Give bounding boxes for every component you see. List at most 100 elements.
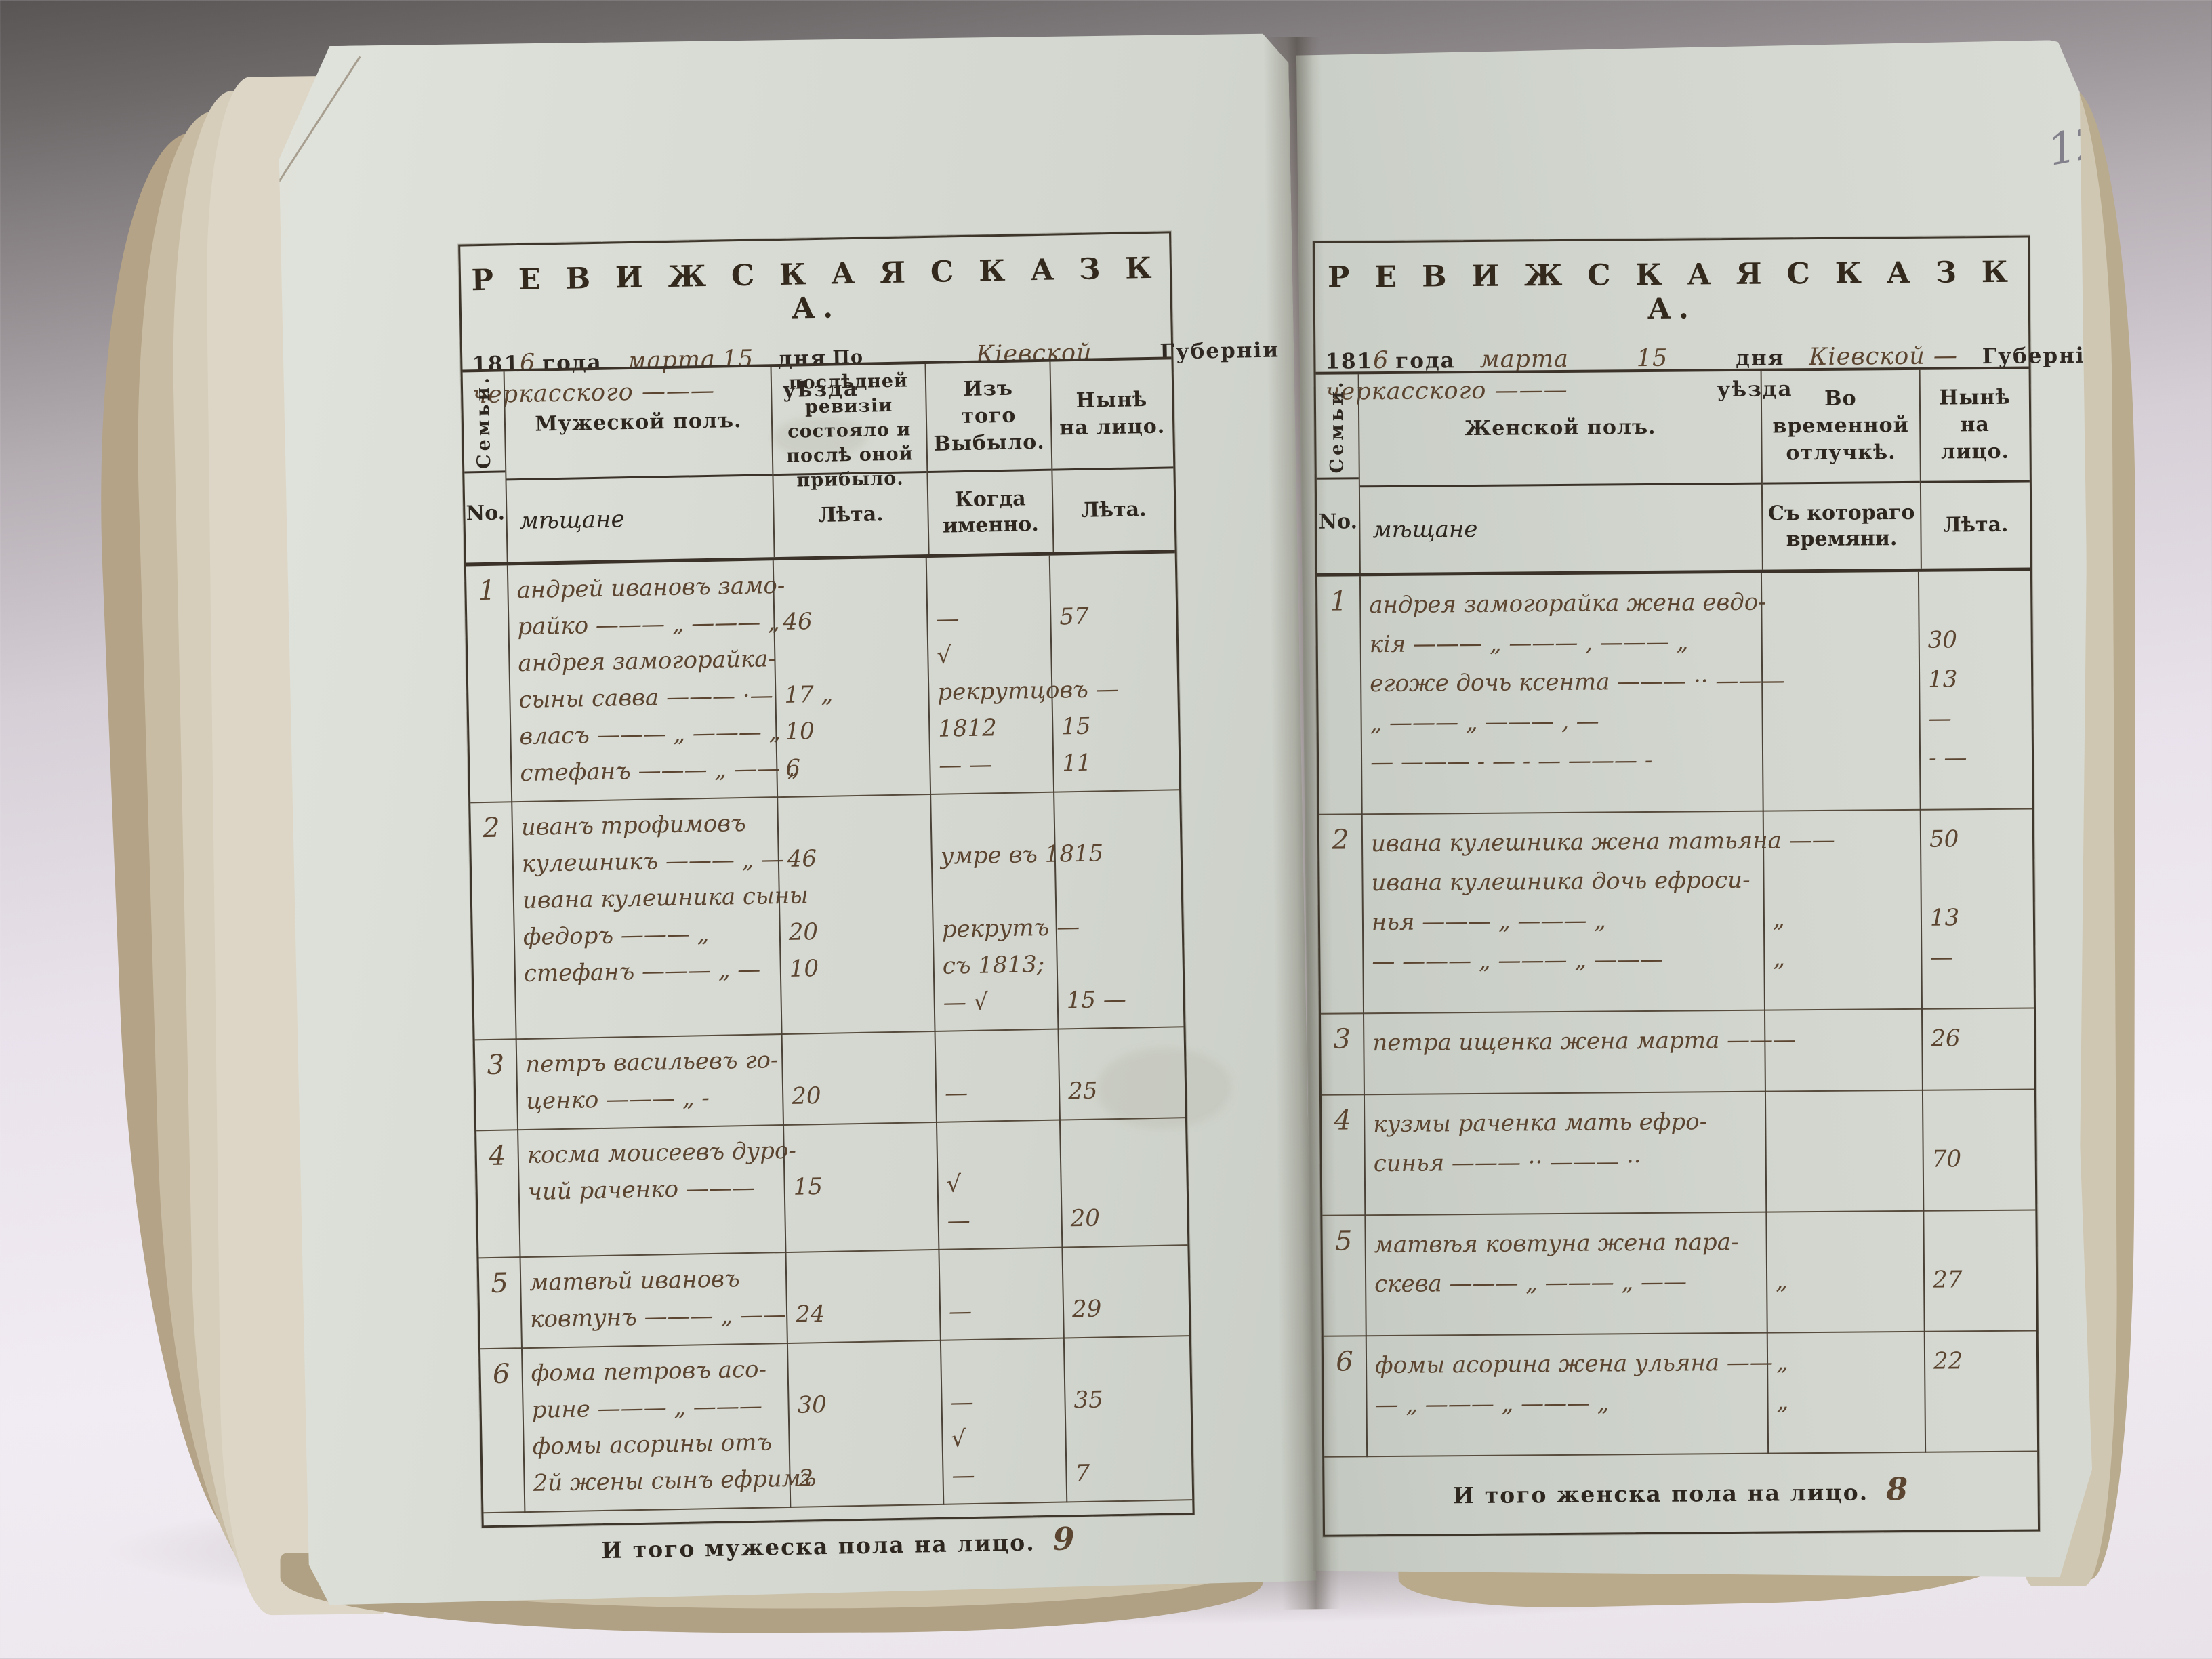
table-row: 1 андрея замогорайка жена евдо-кія ——— „ …	[1317, 571, 2032, 815]
entry-name: матвѣя ковтуна жена пара-	[1374, 1228, 1739, 1259]
entry-name: федоръ ——— „	[523, 920, 710, 951]
entry-name: стефанъ ——— „ —— „	[520, 754, 800, 787]
entry-value: 57	[1059, 602, 1089, 631]
entry-value: 30	[1927, 626, 1958, 654]
left-form-frame: Р Е В И Ж С К А Я С К А З К А. 1816 года…	[458, 231, 1195, 1528]
row-lines: фомы асорина жена ульяна —— „ 22 — „ ——— „ …	[1366, 1331, 2037, 1456]
printed-gubernii: Губернiи	[1160, 337, 1280, 365]
entry-value: —	[1928, 705, 1952, 733]
entry-line: — ——— - — - — ——— - - —	[1361, 738, 2032, 783]
table-row: 6 фомы асорина жена ульяна —— „ 22— „ ——— „…	[1324, 1331, 2037, 1457]
entry-name: рине ——— „ ———	[531, 1392, 763, 1424]
entry-value	[1932, 1221, 2034, 1261]
entry-name: ивана кулешника жена татьяна ——	[1370, 826, 1835, 858]
entry-name: скева ——— „ ——— „ ——	[1374, 1268, 1687, 1298]
row-lines: фома петровъ асо-рине ——— „ ——— 30 — 35 фомы…	[521, 1336, 1192, 1511]
printed-year: 181	[1325, 349, 1374, 374]
entry-value: √	[937, 642, 952, 670]
entry-value: 30	[797, 1391, 827, 1419]
entry-value: „	[1772, 905, 1785, 933]
entry-value	[786, 802, 940, 841]
family-number: 2	[482, 812, 501, 844]
left-table: Семьи. No. Мужеской полъ. мѣщане По посл…	[463, 356, 1193, 1568]
entry-value: 6	[785, 754, 801, 782]
entry-value	[787, 875, 941, 914]
female-col-label: Женской полъ.	[1359, 371, 1761, 488]
entry-value: 11	[1061, 749, 1092, 777]
entry-value	[1770, 581, 1927, 622]
entry-value: √	[946, 1170, 962, 1198]
right-total-label: И того женска пола на лицо.	[1452, 1479, 1869, 1509]
table-row: 5 матвѣя ковтуна жена пара-скева ——— „ ——…	[1322, 1210, 2036, 1336]
entry-value: 46	[783, 608, 813, 636]
entry-name: андрея замогорайка-	[518, 645, 777, 678]
entry-line: петра ищенка жена марта ——— 26	[1363, 1018, 2034, 1063]
entry-value	[1065, 907, 1174, 945]
entry-value	[1060, 634, 1169, 672]
table-row: 5 матвѣй ивановъ ковтунъ ——— „ —— 24 — 29	[479, 1246, 1189, 1349]
entry-value: „	[1773, 945, 1786, 972]
table-row: 2 ивана кулешника жена татьяна —— 50 ивана …	[1319, 810, 2034, 1015]
entry-name: — ——— „ ——— „ ———	[1372, 945, 1663, 976]
entry-value	[796, 1348, 950, 1387]
left-table-body: 1 андрей ивановъ замо-райко ——— „ ——— „ 46…	[466, 553, 1192, 1513]
entry-value	[948, 1254, 1072, 1293]
entry-value	[782, 565, 936, 604]
entry-value	[941, 872, 1065, 911]
entry-name: кулешникъ ——— „ —	[521, 845, 785, 878]
entry-line: — ——— „ ——— „ ——— „ —	[1362, 937, 2033, 982]
entry-value: умре въ 1815	[940, 840, 1104, 870]
column-male-sex: Мужеской полъ. мѣщане	[504, 367, 774, 562]
entry-value	[1771, 660, 1928, 701]
entry-value	[790, 985, 943, 1024]
entry-value: —	[1930, 943, 1954, 971]
hw-day: 15	[1636, 344, 1668, 373]
entry-value: „	[1776, 1388, 1789, 1416]
entry-value	[783, 638, 937, 677]
entry-value	[1063, 834, 1172, 872]
entry-value: рекрутъ —	[941, 913, 1080, 943]
family-col-label: Семьи.	[1326, 378, 1348, 474]
left-total-label: И того мужеска пола на лицо.	[600, 1529, 1036, 1564]
entry-value: 15 —	[1066, 985, 1127, 1015]
entry-value	[791, 1039, 945, 1078]
entry-value	[1074, 1416, 1183, 1455]
entry-line: егоже дочь ксента ——— ·· ——— 13	[1360, 659, 2031, 704]
entry-value	[1772, 859, 1929, 900]
column-female-sex: Женской полъ. мѣщане	[1358, 371, 1762, 573]
entry-name: фомы асорина жена ульяна ——	[1374, 1349, 1774, 1380]
entry-line: скева ——— „ ——— „ —— „ 27	[1365, 1259, 2036, 1304]
row-lines: андрей ивановъ замо-райко ——— „ ——— „ 46 —…	[507, 553, 1179, 801]
row-lines: кузмы раченка мать ефро-синья ——— ·· ———…	[1364, 1090, 2035, 1214]
entry-value	[1064, 870, 1173, 909]
row-lines: андрея замогорайка жена евдо-кія ——— „ —…	[1359, 571, 2032, 814]
left-page: Р Е В И Ж С К А Я С К А З К А. 1816 года…	[277, 28, 1317, 1605]
table-row: 3 петръ васильевъ го-ценко ——— „ - 20 — 25	[475, 1027, 1185, 1131]
entry-name: ковтунъ ——— „ ——	[529, 1301, 787, 1333]
entry-name: „ ——— „ ——— , —	[1370, 708, 1599, 737]
leta-label: Лѣта.	[1943, 512, 2009, 537]
entry-value	[944, 1036, 1068, 1075]
entry-value: —	[944, 1080, 968, 1107]
entry-name: матвѣй ивановъ	[529, 1265, 741, 1296]
entry-value	[949, 1345, 1073, 1384]
entry-value	[1063, 797, 1172, 836]
entry-name: райко ——— „ ——— „	[517, 609, 780, 641]
right-table-body: 1 андрея замогорайка жена евдо-кія ——— „ …	[1317, 571, 2037, 1458]
entry-line: синья ——— ·· ——— ·· 70	[1364, 1139, 2035, 1183]
entry-name: ивана кулешника дочь ефроси-	[1371, 866, 1750, 897]
entry-name: косма моисеевъ дуро-	[527, 1136, 797, 1169]
right-table-header: Семьи. No. Женской полъ. мѣщане Во време…	[1316, 369, 2030, 577]
entry-value: —	[951, 1461, 975, 1490]
entry-value: съ 1813;	[942, 950, 1045, 980]
entry-value: 15	[1061, 712, 1091, 741]
right-table: Семьи. No. Женской полъ. мѣщане Во време…	[1316, 367, 2038, 1512]
left-table-header: Семьи. No. Мужеской полъ. мѣщане По посл…	[463, 359, 1175, 566]
entry-value	[1775, 1140, 1932, 1181]
family-number: 3	[487, 1049, 505, 1082]
entry-value: —	[948, 1298, 972, 1326]
entry-value: 22	[1933, 1347, 1963, 1375]
entry-value: 13	[1928, 665, 1958, 693]
entry-name: сыны савва ——— ·—	[518, 682, 773, 714]
